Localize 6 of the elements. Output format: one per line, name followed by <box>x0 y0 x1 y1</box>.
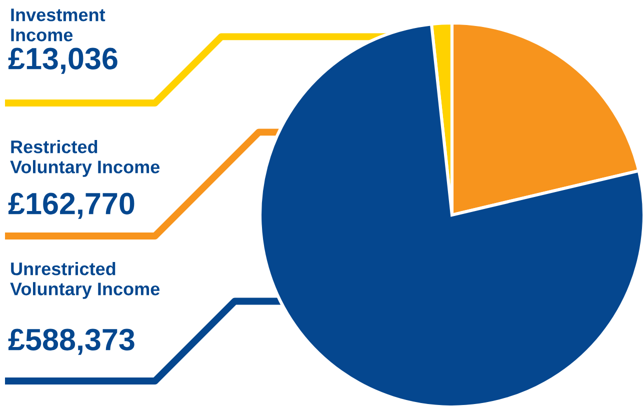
slice-label: Unrestricted Voluntary Income <box>10 262 160 299</box>
data-label: £588,373 <box>8 328 134 355</box>
slice-label: Restricted Voluntary Income <box>10 140 160 177</box>
data-label: £13,036 <box>8 48 118 74</box>
slice-label: Investment Income <box>11 8 106 42</box>
data-label: £162,770 <box>8 192 134 219</box>
